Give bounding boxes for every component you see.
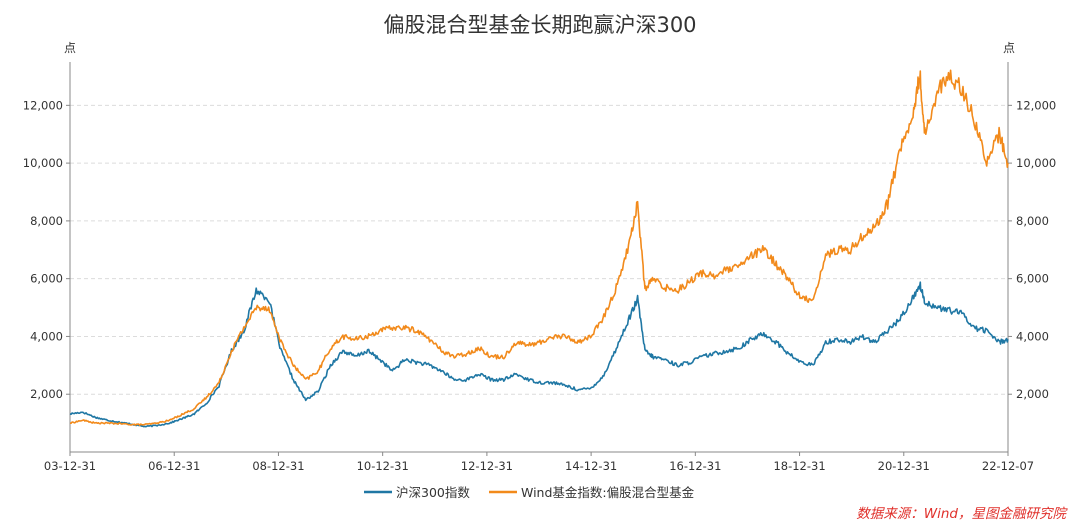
left-tick-label: 8,000 bbox=[30, 214, 63, 228]
right-tick-label: 4,000 bbox=[1016, 329, 1049, 343]
right-y-axis: 2,000 4,000 6,000 8,000 10,000 12,000 bbox=[1007, 62, 1056, 452]
source-note: 数据来源：Wind，星图金融研究院 bbox=[856, 506, 1068, 522]
right-tick-label: 12,000 bbox=[1016, 98, 1056, 112]
series-line-hs300 bbox=[69, 281, 1009, 428]
chart-title: 偏股混合型基金长期跑赢沪深300 bbox=[383, 13, 696, 37]
x-tick-label: 22-12-07 bbox=[982, 459, 1034, 473]
x-axis: 03-12-31 06-12-31 08-12-31 10-12-31 12-12-31… bbox=[44, 451, 1034, 473]
x-tick-label: 03-12-31 bbox=[44, 459, 96, 473]
right-tick-label: 6,000 bbox=[1016, 272, 1049, 286]
left-tick-label: 2,000 bbox=[30, 387, 63, 401]
left-y-axis: 2,000 4,000 6,000 8,000 10,000 12,000 bbox=[23, 62, 71, 452]
left-tick-label: 10,000 bbox=[23, 156, 63, 170]
series-line-fund bbox=[69, 69, 1009, 426]
legend-label-hs300: 沪深300指数 bbox=[396, 485, 470, 500]
left-axis-unit: 点 bbox=[64, 41, 76, 55]
right-tick-label: 2,000 bbox=[1016, 387, 1049, 401]
legend: 沪深300指数 Wind基金指数:偏股混合型基金 bbox=[364, 485, 695, 500]
grid bbox=[70, 104, 1008, 395]
right-tick-label: 8,000 bbox=[1016, 214, 1049, 228]
left-tick-label: 12,000 bbox=[23, 98, 63, 112]
x-tick-label: 06-12-31 bbox=[148, 459, 200, 473]
left-tick-label: 4,000 bbox=[30, 329, 63, 343]
x-tick-label: 16-12-31 bbox=[669, 459, 721, 473]
legend-label-fund: Wind基金指数:偏股混合型基金 bbox=[521, 485, 695, 500]
left-tick-label: 6,000 bbox=[30, 272, 63, 286]
right-axis-unit: 点 bbox=[1003, 41, 1015, 55]
x-tick-label: 18-12-31 bbox=[773, 459, 825, 473]
x-tick-label: 14-12-31 bbox=[565, 459, 617, 473]
plot-area bbox=[69, 69, 1009, 428]
x-tick-label: 12-12-31 bbox=[461, 459, 513, 473]
x-tick-label: 08-12-31 bbox=[252, 459, 304, 473]
x-tick-label: 20-12-31 bbox=[878, 459, 930, 473]
right-tick-label: 10,000 bbox=[1016, 156, 1056, 170]
x-tick-label: 10-12-31 bbox=[357, 459, 409, 473]
